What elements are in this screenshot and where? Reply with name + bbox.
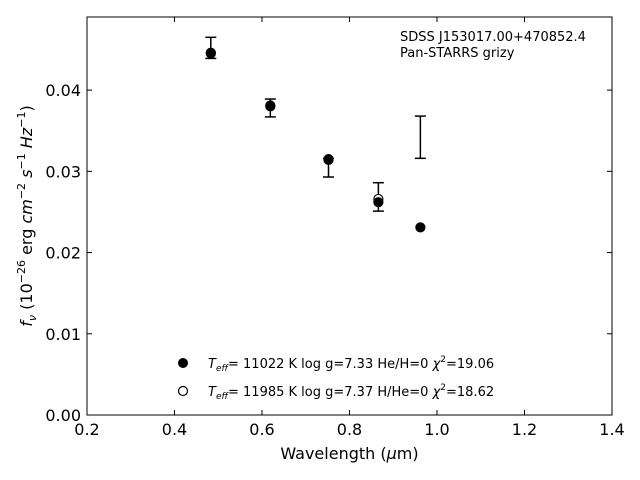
x-tick-label: 0.4	[162, 420, 187, 439]
y-tick-label: 0.00	[45, 406, 81, 425]
x-tick-label: 1.0	[424, 420, 449, 439]
model-point-filled	[373, 197, 384, 208]
model-point-filled	[265, 101, 276, 112]
x-tick-label: 1.2	[512, 420, 537, 439]
y-axis-ticks: 0.00 0.01 0.02 0.03 0.04	[45, 81, 612, 425]
x-tick-label: 0.6	[249, 420, 274, 439]
legend-marker-open	[177, 385, 189, 397]
legend-entry-1: Teff= 11022 K log g=7.33 He/H=0 χ2=19.06	[208, 355, 494, 374]
y-tick-label: 0.02	[45, 244, 81, 263]
y-tick-label: 0.04	[45, 81, 81, 100]
x-tick-label: 0.8	[337, 420, 362, 439]
legend-marker-filled	[178, 358, 188, 368]
y-axis-label: fν (10−26 erg cm−2 s−1 Hz−1)	[15, 105, 39, 326]
x-axis-ticks: 0.2 0.4 0.6 0.8 1.0 1.2 1.4	[74, 17, 625, 439]
model-point-filled	[205, 48, 216, 59]
x-tick-label: 0.2	[74, 420, 99, 439]
model-point-filled	[415, 222, 426, 233]
error-bar	[414, 115, 426, 160]
x-tick-label: 1.4	[599, 420, 624, 439]
legend: Teff= 11022 K log g=7.33 He/H=0 χ2=19.06…	[177, 355, 494, 402]
model-point-filled	[323, 154, 334, 166]
x-axis-label: Wavelength (μm)	[280, 444, 418, 463]
annotation-object: SDSS J153017.00+470852.4	[400, 30, 586, 45]
data-points	[205, 47, 426, 233]
y-tick-label: 0.01	[45, 325, 81, 344]
legend-entry-2: Teff= 11985 K log g=7.37 H/He=0 χ2=18.62	[208, 383, 494, 402]
error-bars	[205, 36, 426, 212]
svg-text:fν (10−26 erg cm−2 s−1 Hz−1): fν (10−26 erg cm−2 s−1 Hz−1)	[15, 105, 39, 326]
annotation-survey: Pan-STARRS grizy	[400, 46, 515, 61]
y-tick-label: 0.03	[45, 162, 81, 181]
plot-frame	[86, 16, 613, 416]
